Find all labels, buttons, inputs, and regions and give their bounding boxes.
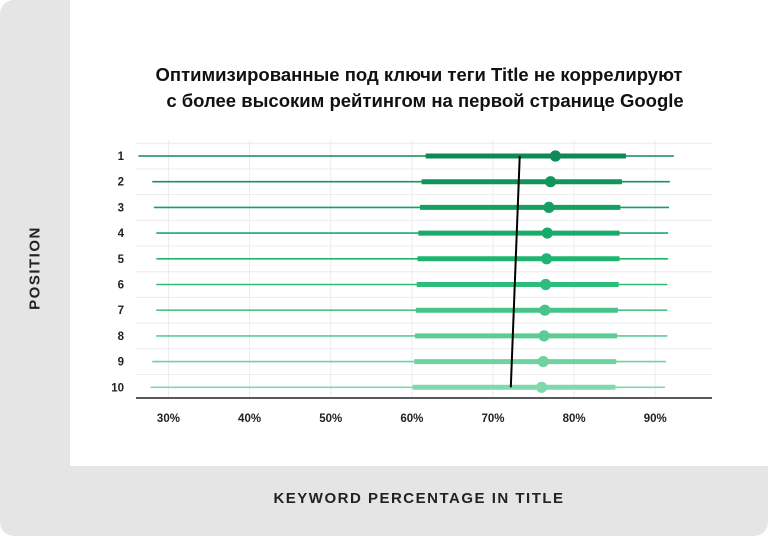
y-axis-label-band: POSITION	[0, 0, 70, 536]
median-point	[539, 304, 551, 316]
median-point	[536, 381, 548, 393]
median-point	[543, 201, 555, 213]
x-axis-label-band: KEYWORD PERCENTAGE IN TITLE	[70, 466, 768, 536]
y-tick-label: 3	[118, 202, 124, 214]
x-tick-label: 80%	[563, 413, 586, 425]
y-tick-label: 8	[118, 331, 125, 343]
x-tick-label: 60%	[400, 413, 423, 425]
x-tick-label: 30%	[157, 413, 180, 425]
y-tick-label: 4	[118, 228, 125, 240]
x-tick-label: 40%	[238, 413, 261, 425]
x-tick-label: 90%	[644, 413, 667, 425]
chart-title-line-1: Оптимизированные под ключи теги Title не…	[155, 64, 683, 85]
y-tick-label: 2	[118, 177, 124, 189]
x-tick-label: 70%	[481, 413, 504, 425]
median-point	[549, 150, 562, 162]
y-tick-label: 9	[118, 357, 124, 369]
median-point	[540, 278, 552, 291]
y-tick-label: 6	[118, 280, 124, 292]
y-tick-label: 5	[118, 254, 125, 266]
median-point	[537, 356, 549, 368]
trend-line	[509, 155, 521, 388]
chart-title-line-2: с более высоким рейтингом на первой стра…	[166, 90, 684, 111]
median-point	[538, 330, 550, 342]
y-tick-label: 10	[111, 382, 124, 394]
median-point	[544, 176, 557, 188]
median-point	[541, 227, 553, 239]
y-tick-label: 1	[118, 151, 125, 163]
median-point	[540, 253, 553, 265]
y-tick-label: 7	[118, 305, 124, 317]
x-tick-label: 50%	[319, 413, 342, 425]
x-axis-label: KEYWORD PERCENTAGE IN TITLE	[273, 490, 565, 507]
chart-title: Оптимизированные под ключи теги Title не…	[70, 62, 768, 114]
